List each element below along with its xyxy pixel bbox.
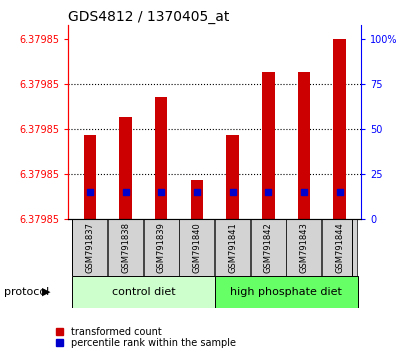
Text: GSM791841: GSM791841 — [228, 222, 237, 273]
Text: GSM791838: GSM791838 — [121, 222, 130, 273]
Bar — [226, 135, 239, 219]
Bar — [262, 72, 275, 219]
Bar — [215, 219, 250, 276]
Bar — [144, 219, 179, 276]
Bar — [84, 135, 96, 219]
Text: GSM791840: GSM791840 — [193, 222, 201, 273]
Bar — [179, 219, 215, 276]
Bar — [333, 39, 346, 219]
Text: control diet: control diet — [112, 287, 175, 297]
Text: high phosphate diet: high phosphate diet — [230, 287, 342, 297]
Bar — [286, 219, 322, 276]
Text: GSM791837: GSM791837 — [85, 222, 94, 273]
Bar — [215, 276, 358, 308]
Bar — [251, 219, 286, 276]
Text: GSM791839: GSM791839 — [157, 222, 166, 273]
Text: ▶: ▶ — [42, 287, 50, 297]
Bar — [72, 219, 107, 276]
Bar — [120, 117, 132, 219]
Bar — [155, 97, 168, 219]
Bar — [72, 276, 215, 308]
Text: GSM791844: GSM791844 — [335, 222, 344, 273]
Bar — [108, 219, 143, 276]
Text: GSM791843: GSM791843 — [300, 222, 308, 273]
Text: GSM791842: GSM791842 — [264, 222, 273, 273]
Bar — [322, 219, 357, 276]
Text: protocol: protocol — [4, 287, 49, 297]
Bar — [190, 180, 203, 219]
Legend: transformed count, percentile rank within the sample: transformed count, percentile rank withi… — [55, 326, 237, 349]
Bar — [298, 72, 310, 219]
Text: GDS4812 / 1370405_at: GDS4812 / 1370405_at — [68, 10, 230, 24]
